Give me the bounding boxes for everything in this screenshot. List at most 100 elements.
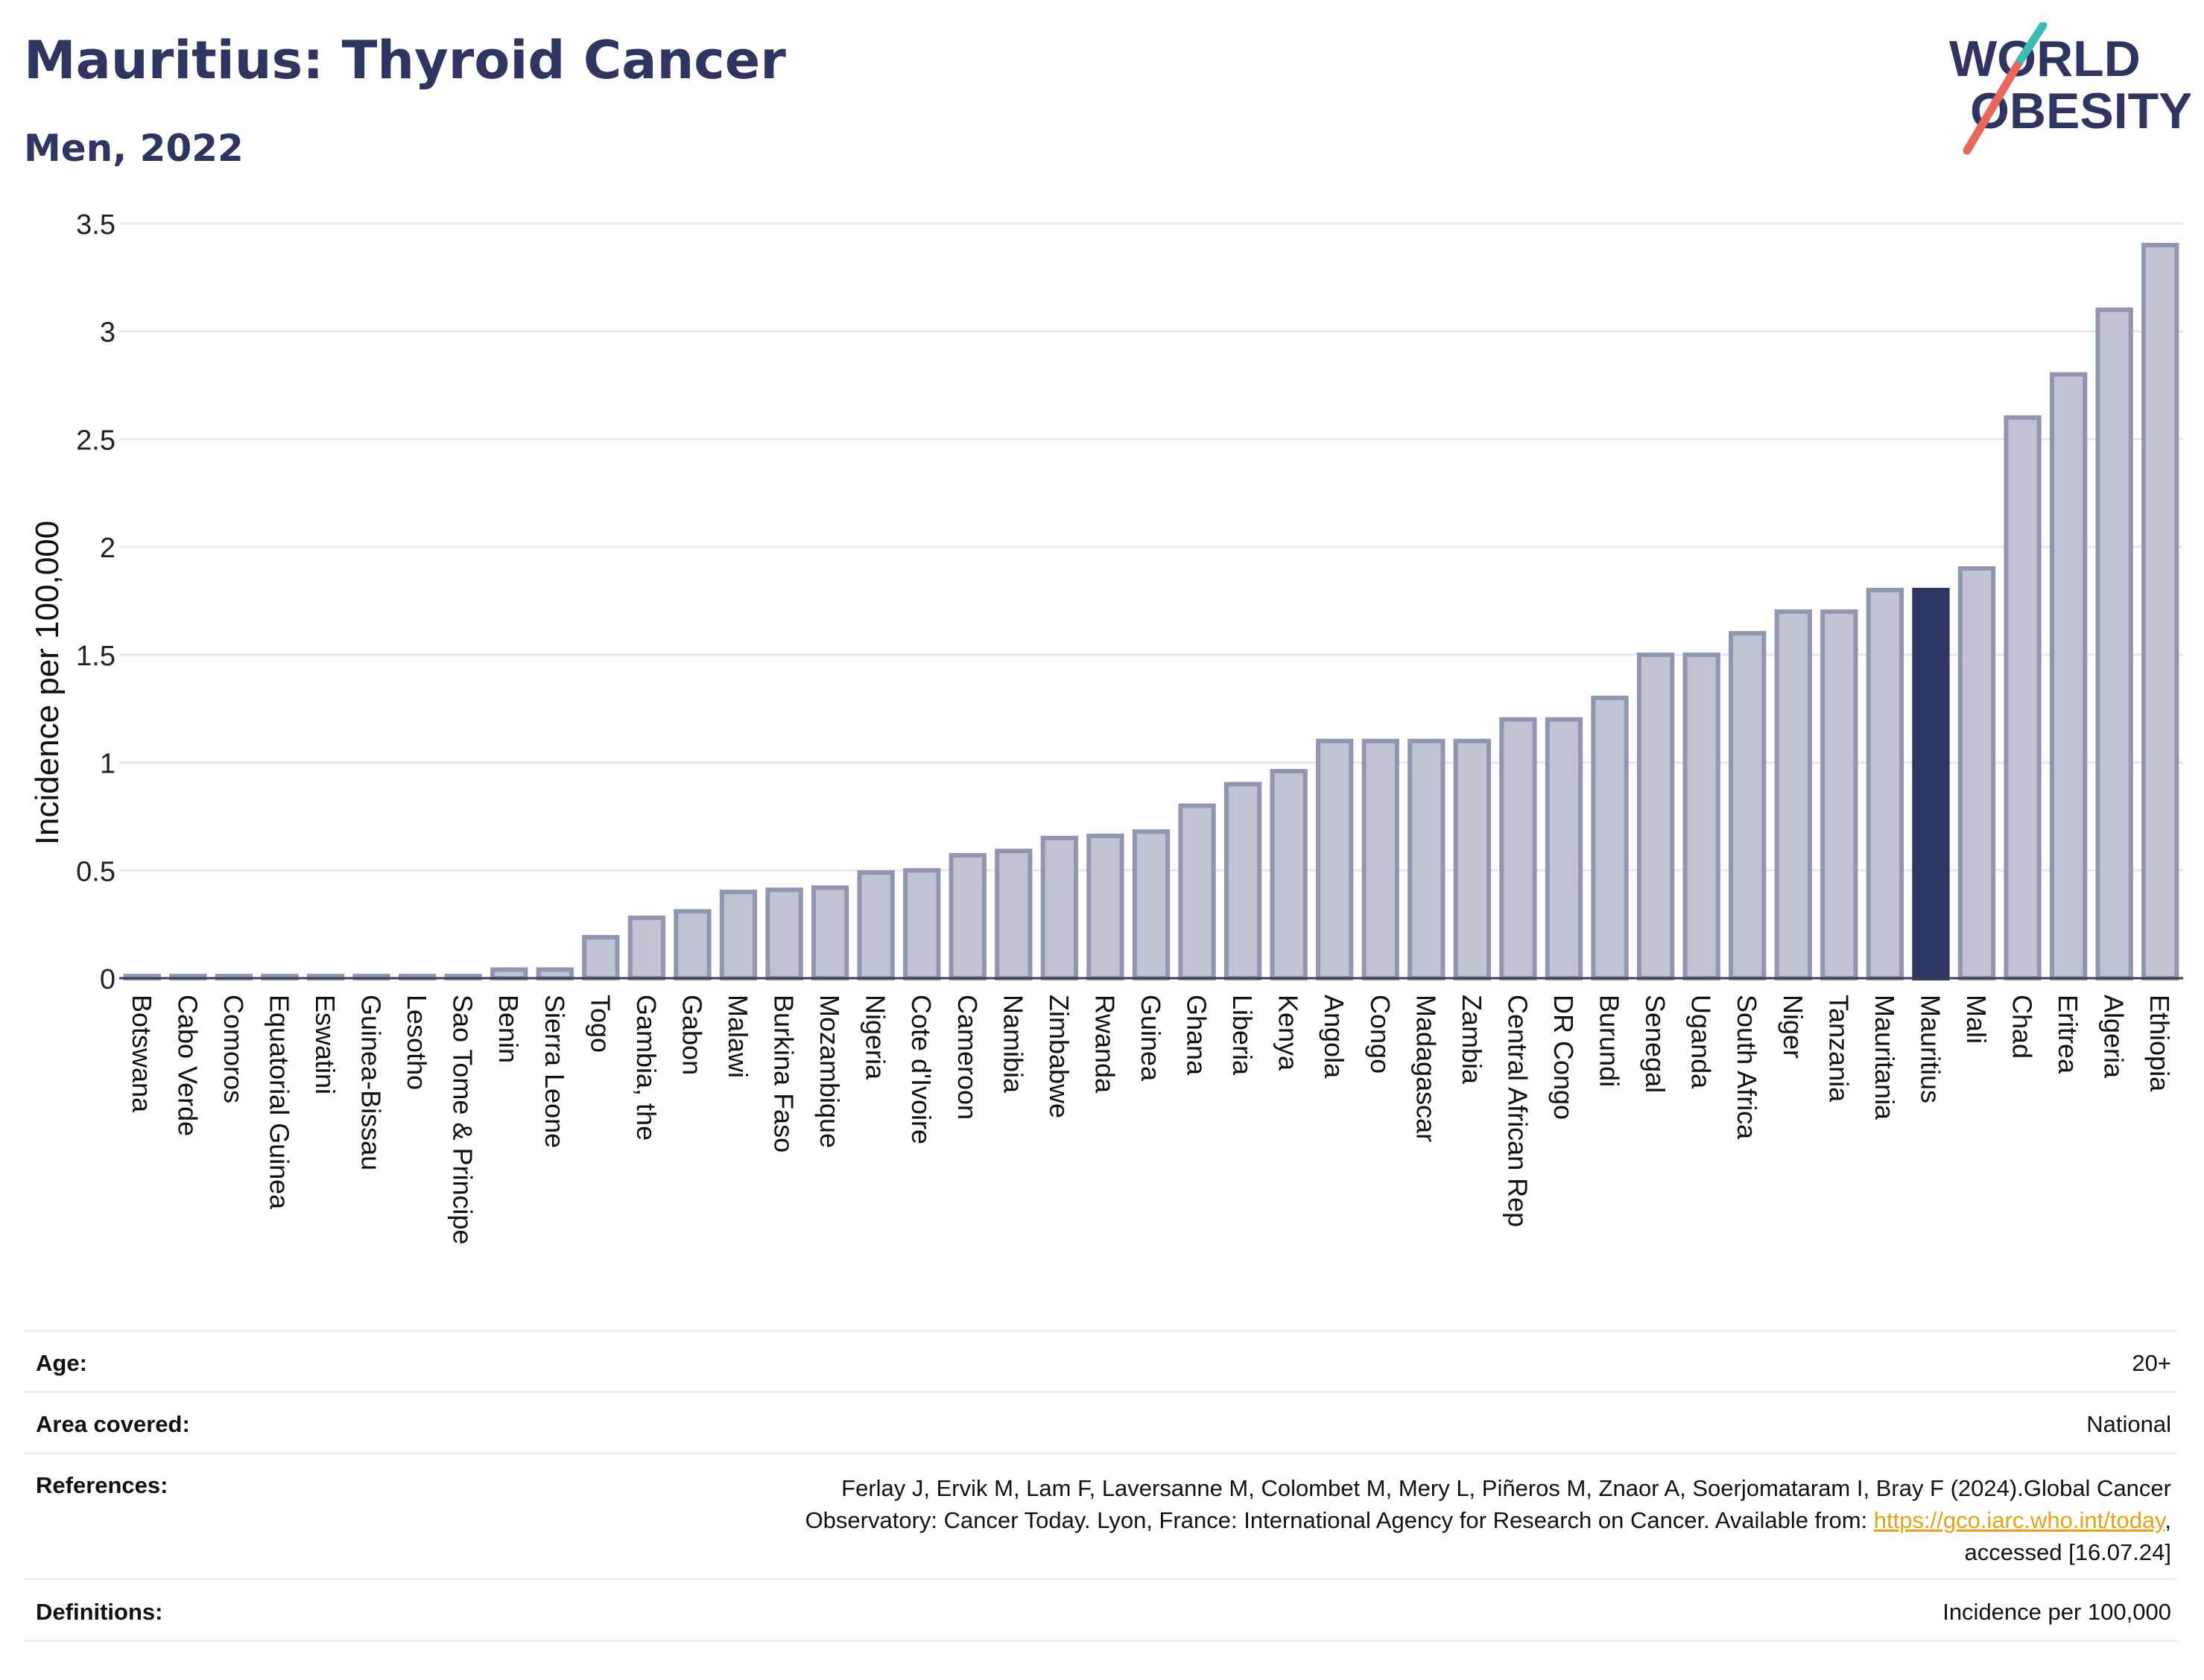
x-tick-label: Ethiopia: [2144, 995, 2175, 1092]
x-tick-label: Tanzania: [1823, 995, 1854, 1103]
x-tick-label: Niger: [1778, 995, 1808, 1059]
bar-niger[interactable]: [1774, 609, 1812, 980]
references-line-1: Ferlay J, Ervik M, Lam F, Laversanne M, …: [841, 1475, 2171, 1501]
bar-mauritania[interactable]: [1866, 588, 1904, 980]
bar-burundi[interactable]: [1591, 695, 1629, 980]
bars: [123, 242, 2179, 981]
y-axis-label: Incidence per 100,000: [29, 521, 66, 845]
logo-text-world: WORLD: [1949, 31, 2141, 87]
x-tick-label: Benin: [493, 995, 524, 1063]
x-tick-label: Mali: [1961, 995, 1992, 1044]
x-tick-label: Central African Rep: [1502, 995, 1533, 1227]
bar-cameroon[interactable]: [949, 853, 987, 981]
x-tick-label: Malawi: [723, 995, 753, 1078]
logo-slash-red: [1963, 55, 2025, 155]
x-tick-label: Senegal: [1640, 995, 1671, 1093]
x-tick-label: South Africa: [1732, 995, 1762, 1140]
x-tick-label: Cabo Verde: [172, 995, 203, 1136]
age-value: 20+: [2132, 1350, 2171, 1376]
bar-mauritius[interactable]: [1912, 588, 1950, 980]
x-tick-label: Guinea: [1136, 995, 1166, 1082]
x-tick-label: Equatorial Guinea: [264, 995, 294, 1210]
info-row-definitions: Definitions: Incidence per 100,000: [24, 1599, 2177, 1629]
bar-rwanda[interactable]: [1086, 833, 1124, 981]
divider: [24, 1330, 2177, 1332]
bar-south-africa[interactable]: [1729, 630, 1767, 981]
bar-algeria[interactable]: [2095, 307, 2133, 980]
y-tick-label: 0: [100, 964, 115, 995]
bar-gabon[interactable]: [674, 909, 712, 980]
bar-mali[interactable]: [1957, 566, 1996, 980]
x-tick-label: Cameroon: [952, 995, 983, 1120]
x-tick-label: Sao Tome & Principe: [448, 995, 478, 1245]
bar-angola[interactable]: [1316, 738, 1354, 981]
x-tick-label: Congo: [1365, 995, 1396, 1074]
bar-congo[interactable]: [1361, 738, 1399, 981]
bar-benin[interactable]: [490, 967, 528, 980]
y-tick-label: 2: [100, 533, 115, 564]
bar-central-african-rep[interactable]: [1499, 717, 1537, 981]
bar-namibia[interactable]: [995, 849, 1033, 981]
chart-title: Mauritius: Thyroid Cancer: [24, 30, 786, 91]
x-tick-label: Uganda: [1686, 995, 1717, 1089]
bar-madagascar[interactable]: [1407, 738, 1445, 981]
y-tick-label: 0.5: [76, 856, 115, 887]
divider: [24, 1391, 2177, 1393]
references-line-2: Observatory: Cancer Today. Lyon, France:…: [805, 1504, 2171, 1536]
x-tick-label: Burundi: [1595, 995, 1625, 1087]
bar-ghana[interactable]: [1178, 803, 1216, 981]
bar-ethiopia[interactable]: [2141, 242, 2179, 980]
x-axis-labels: Botswana Cabo Verde Comoros Equatorial Guin…: [127, 995, 2175, 1245]
bar-dr-congo[interactable]: [1545, 717, 1583, 981]
x-tick-label: Gabon: [677, 995, 707, 1075]
bar-burkina-faso[interactable]: [765, 887, 803, 980]
bar-tanzania[interactable]: [1820, 609, 1858, 980]
x-tick-label: Rwanda: [1089, 995, 1120, 1094]
bar-uganda[interactable]: [1682, 652, 1720, 980]
x-tick-label: Chad: [2007, 995, 2038, 1059]
bar-sierra-leone[interactable]: [536, 967, 574, 980]
x-tick-label: Angola: [1319, 995, 1349, 1079]
bar-gambia-the[interactable]: [627, 915, 666, 980]
x-tick-label: Gambia, the: [631, 995, 662, 1141]
logo-slash-teal: [2016, 22, 2048, 64]
x-tick-label: Zambia: [1457, 995, 1487, 1085]
bar-liberia[interactable]: [1223, 782, 1262, 980]
x-tick-label: Burkina Faso: [769, 995, 799, 1153]
bar-chart: 0 0.5 1 1.5 2 2.5 3 3.5 Botswana Cabo Verde Comor…: [29, 209, 2183, 1245]
x-tick-label: Nigeria: [861, 995, 891, 1080]
x-tick-label: Botswana: [127, 995, 157, 1113]
bar-cote-d-ivoire[interactable]: [903, 868, 941, 981]
bar-eritrea[interactable]: [2049, 372, 2088, 981]
x-tick-label: Togo: [585, 995, 615, 1053]
y-axis-ticks: 0 0.5 1 1.5 2 2.5 3 3.5: [76, 209, 115, 995]
info-row-area: Area covered: National: [24, 1411, 2177, 1441]
bar-malawi[interactable]: [719, 890, 758, 980]
definitions-value: Incidence per 100,000: [1942, 1599, 2171, 1625]
bar-mozambique[interactable]: [811, 885, 849, 980]
references-line-2-comma: ,: [2165, 1507, 2171, 1533]
references-link[interactable]: https://gco.iarc.who.int/today: [1873, 1507, 2165, 1533]
bar-kenya[interactable]: [1270, 769, 1308, 980]
y-tick-label: 1.5: [76, 641, 115, 672]
x-tick-label: Algeria: [2099, 995, 2129, 1079]
divider: [24, 1452, 2177, 1454]
bar-guinea[interactable]: [1132, 829, 1171, 981]
y-tick-label: 2.5: [76, 425, 115, 456]
references-label: References:: [36, 1472, 168, 1498]
bar-togo[interactable]: [582, 935, 620, 980]
y-tick-label: 3: [100, 317, 115, 349]
bar-zambia[interactable]: [1453, 738, 1492, 981]
x-tick-label: Madagascar: [1410, 995, 1441, 1142]
bar-chad[interactable]: [2004, 415, 2042, 980]
x-tick-label: Eswatini: [310, 995, 341, 1094]
x-tick-label: Mozambique: [814, 995, 845, 1148]
bar-zimbabwe[interactable]: [1040, 835, 1079, 981]
bar-nigeria[interactable]: [857, 870, 895, 981]
bar-senegal[interactable]: [1636, 652, 1675, 980]
x-tick-label: DR Congo: [1548, 995, 1579, 1120]
y-tick-label: 1: [100, 749, 115, 780]
x-tick-label: Zimbabwe: [1044, 995, 1074, 1118]
x-tick-label: Lesotho: [402, 995, 432, 1090]
definitions-label: Definitions:: [36, 1599, 163, 1625]
